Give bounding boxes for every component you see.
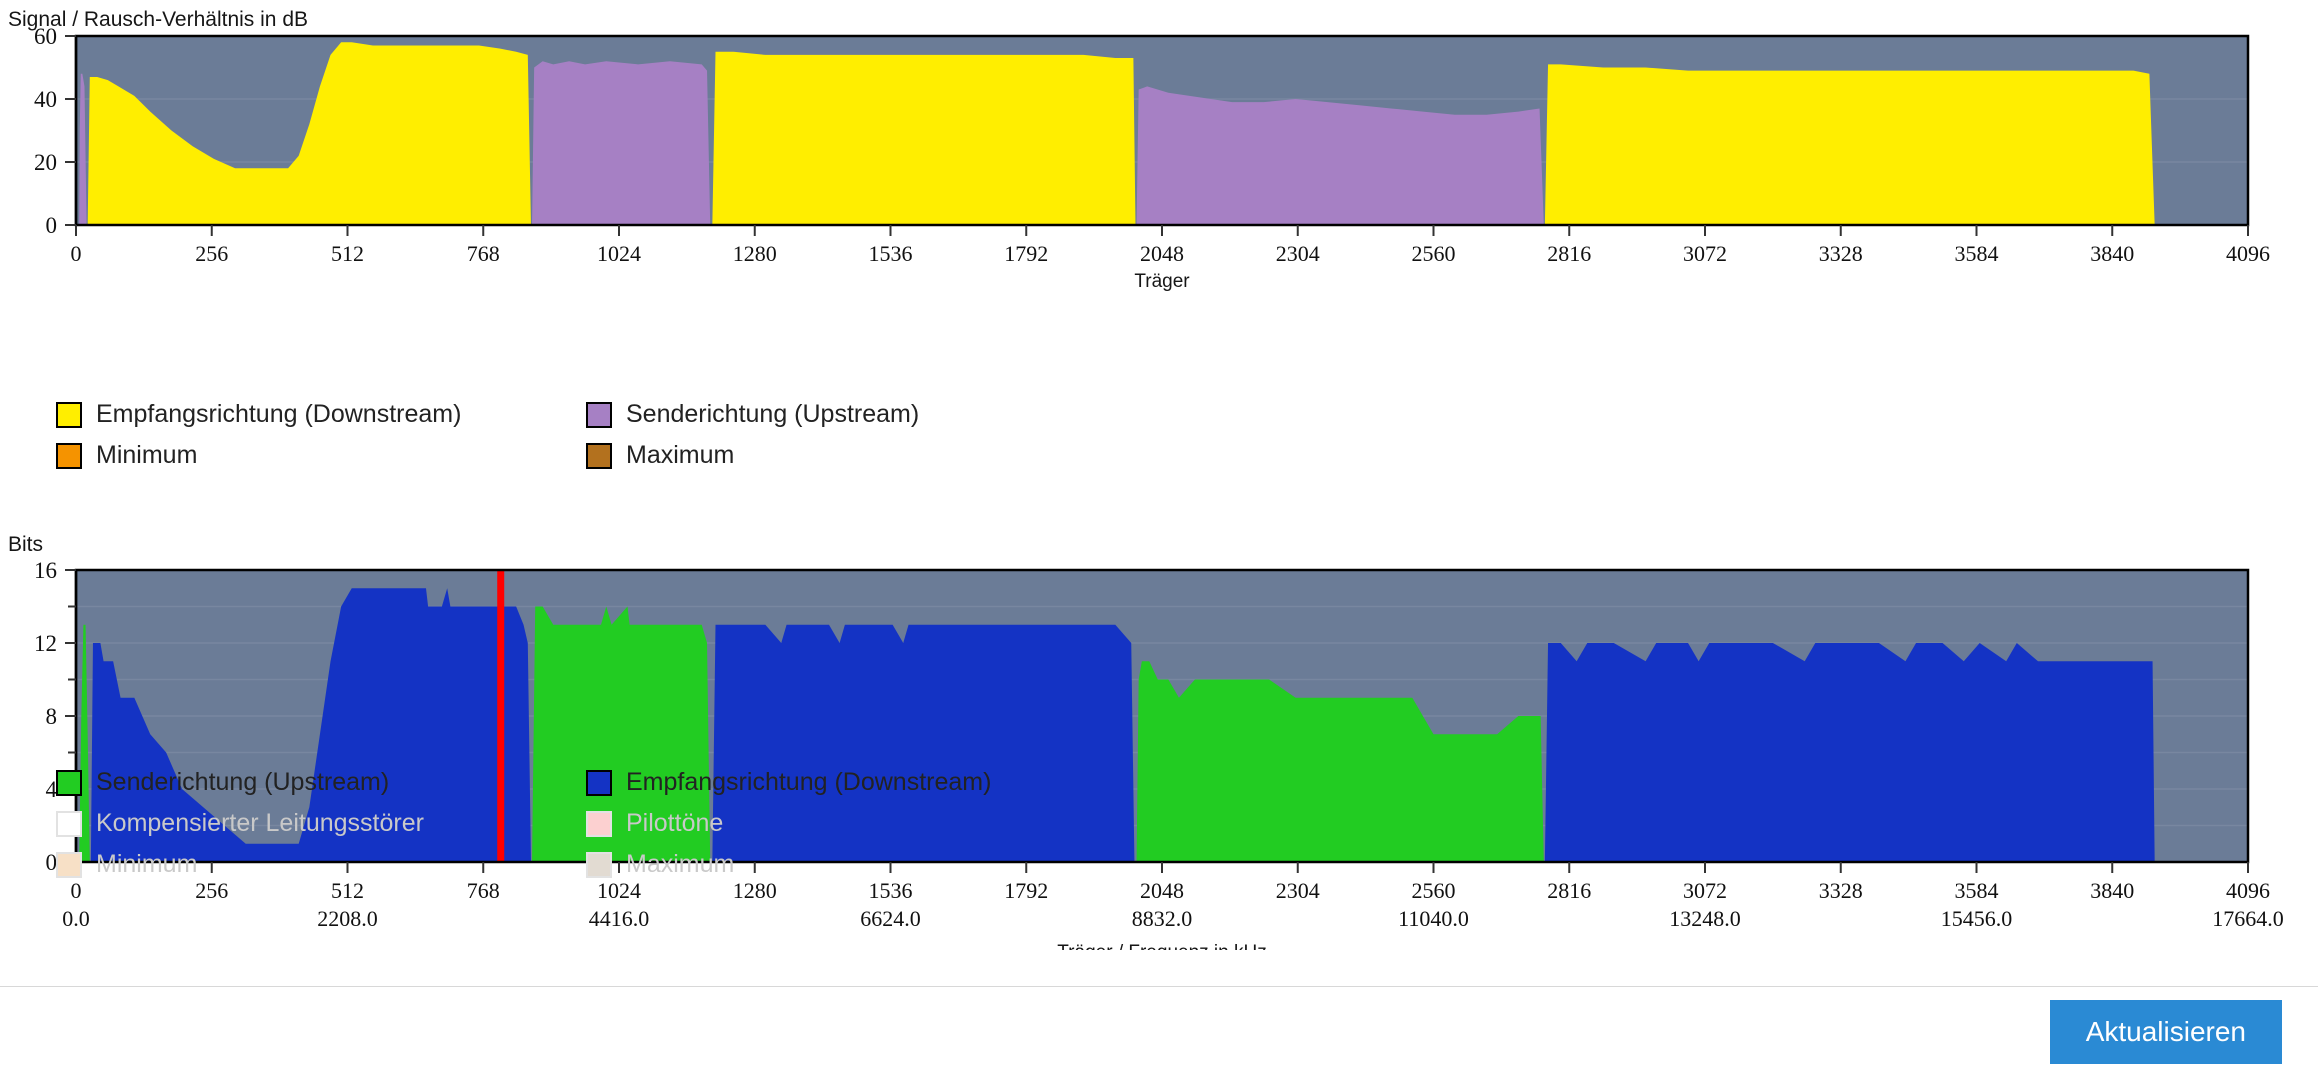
- x-frequency-tick-label: 17664.0: [2212, 906, 2284, 931]
- x-axis-caption: Träger / Frequenz in kHz: [1057, 942, 1266, 950]
- legend-item: Maximum: [586, 850, 1356, 879]
- legend-item: Minimum: [56, 441, 586, 470]
- x-tick-label: 2048: [1140, 878, 1184, 903]
- x-tick-label: 4096: [2226, 878, 2270, 903]
- legend-swatch-icon: [586, 442, 612, 469]
- footer-divider: [0, 986, 2318, 987]
- legend-swatch-icon: [56, 442, 82, 469]
- x-frequency-tick-label: 8832.0: [1132, 906, 1193, 931]
- legend-item: Minimum: [56, 850, 586, 879]
- x-tick-label: 1024: [597, 241, 641, 266]
- x-tick-label: 768: [467, 878, 500, 903]
- x-tick-label: 2048: [1140, 241, 1184, 266]
- x-tick-label: 1792: [1004, 241, 1048, 266]
- x-tick-label: 256: [195, 241, 228, 266]
- y-tick-label: 40: [34, 87, 57, 112]
- x-frequency-tick-label: 15456.0: [1941, 906, 2013, 931]
- legend-swatch-icon: [56, 851, 82, 878]
- series-area-empfangsrichtung-downstream: [90, 588, 2248, 862]
- x-tick-label: 2304: [1276, 878, 1320, 903]
- series-area-empfangsrichtung-downstream: [87, 42, 2249, 225]
- x-tick-label: 512: [331, 241, 364, 266]
- x-tick-label: 2816: [1547, 241, 1591, 266]
- snr-chart-svg: 0 20 40 60 0 256 512 768 1024 1280 1536 1792 2048 230…: [34, 24, 2270, 292]
- x-tick-label: 1792: [1004, 878, 1048, 903]
- x-frequency-tick-label: 0.0: [62, 906, 90, 931]
- x-tick-label: 3328: [1819, 241, 1863, 266]
- x-tick-label: 0: [71, 241, 82, 266]
- snr-chart-title: Signal / Rausch-Verhältnis in dB: [8, 8, 308, 31]
- x-tick-label: 3584: [1955, 878, 1999, 903]
- x-tick-label: 4096: [2226, 241, 2270, 266]
- x-tick-label: 1280: [733, 878, 777, 903]
- series-area-senderichtung-upstream: [79, 606, 2249, 862]
- x-tick-label: 1024: [597, 878, 641, 903]
- legend-item: Empfangsrichtung (Downstream): [586, 768, 1356, 797]
- bits-chart-legend: Senderichtung (Upstream) Empfangsrichtung…: [56, 768, 1356, 879]
- legend-item: Senderichtung (Upstream): [56, 768, 586, 797]
- y-tick-label: 60: [34, 24, 57, 49]
- legend-swatch-icon: [56, 810, 82, 837]
- legend-label: Senderichtung (Upstream): [96, 768, 390, 796]
- x-tick-label: 3072: [1683, 241, 1727, 266]
- legend-swatch-icon: [586, 769, 612, 796]
- legend-label: Minimum: [96, 850, 198, 878]
- x-tick-label: 3328: [1819, 878, 1863, 903]
- legend-item: Pilottöne: [586, 809, 1356, 838]
- legend-item: Empfangsrichtung (Downstream): [56, 400, 586, 429]
- x-tick-label: 3840: [2090, 878, 2134, 903]
- x-tick-label: 0: [71, 878, 82, 903]
- legend-swatch-icon: [586, 810, 612, 837]
- x-tick-label: 2560: [1412, 241, 1456, 266]
- legend-swatch-icon: [56, 401, 82, 428]
- bits-chart-title: Bits: [8, 533, 44, 556]
- series-area-senderichtung-upstream: [79, 61, 2249, 226]
- y-tick-label: 0: [46, 213, 58, 238]
- legend-item: Maximum: [586, 441, 1356, 470]
- x-tick-label: 1536: [869, 878, 913, 903]
- x-tick-label: 1280: [733, 241, 777, 266]
- x-tick-label: 512: [331, 878, 364, 903]
- x-tick-label: 2304: [1276, 241, 1320, 266]
- x-axis-caption: Träger: [1134, 271, 1190, 292]
- x-tick-label: 1536: [869, 241, 913, 266]
- legend-label: Minimum: [96, 441, 198, 469]
- legend-swatch-icon: [56, 769, 82, 796]
- legend-swatch-icon: [586, 401, 612, 428]
- y-tick-label: 8: [46, 704, 58, 729]
- x-tick-label: 3072: [1683, 878, 1727, 903]
- legend-swatch-icon: [586, 851, 612, 878]
- x-frequency-tick-label: 4416.0: [589, 906, 650, 931]
- x-tick-label: 768: [467, 241, 500, 266]
- x-tick-label: 256: [195, 878, 228, 903]
- legend-label: Senderichtung (Upstream): [626, 400, 920, 428]
- legend-item: Kompensierter Leitungsstörer: [56, 809, 586, 838]
- y-tick-label: 0: [46, 850, 58, 875]
- x-frequency-tick-label: 11040.0: [1398, 906, 1469, 931]
- x-frequency-tick-label: 13248.0: [1669, 906, 1741, 931]
- x-frequency-tick-label: 2208.0: [317, 906, 378, 931]
- snr-chart-legend: Empfangsrichtung (Downstream) Senderichtu…: [56, 400, 1356, 470]
- y-tick-label: 16: [34, 558, 57, 583]
- legend-label: Empfangsrichtung (Downstream): [96, 400, 462, 428]
- x-tick-label: 3584: [1955, 241, 1999, 266]
- legend-item: Senderichtung (Upstream): [586, 400, 1356, 429]
- legend-label: Maximum: [626, 850, 735, 878]
- x-tick-label: 2560: [1412, 878, 1456, 903]
- legend-label: Empfangsrichtung (Downstream): [626, 768, 992, 796]
- legend-label: Kompensierter Leitungsstörer: [96, 809, 424, 837]
- y-tick-label: 20: [34, 150, 57, 175]
- legend-label: Pilottöne: [626, 809, 724, 837]
- x-frequency-tick-label: 6624.0: [860, 906, 921, 931]
- cursor-marker: [497, 570, 505, 862]
- update-button[interactable]: Aktualisieren: [2049, 1000, 2282, 1064]
- y-tick-label: 12: [34, 631, 57, 656]
- x-tick-label: 2816: [1547, 878, 1591, 903]
- x-tick-label: 3840: [2090, 241, 2134, 266]
- legend-label: Maximum: [626, 441, 735, 469]
- y-tick-label: 4: [46, 777, 58, 802]
- bits-chart-svg: 0 4 8 12 16 0 256 512 768 1024 1280 1536 1792 2048 230…: [34, 558, 2284, 950]
